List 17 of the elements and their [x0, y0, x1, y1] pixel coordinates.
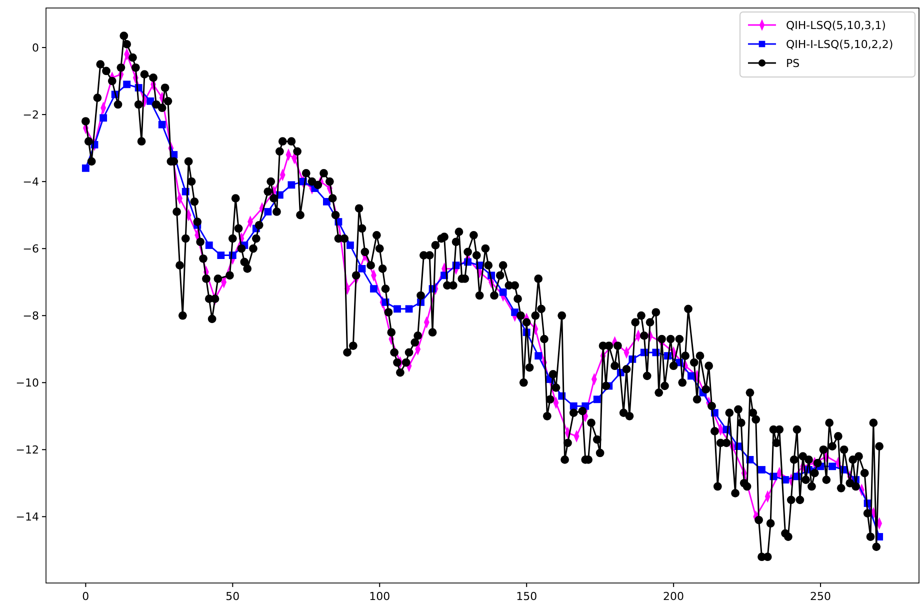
legend-label: QIH-LSQ(5,10,3,1) — [786, 19, 886, 32]
y-tick-label: −10 — [16, 376, 39, 390]
y-tick-label: −4 — [22, 176, 39, 189]
x-tick-label: 200 — [663, 590, 684, 603]
y-tick-label: −8 — [22, 310, 39, 323]
x-tick-label: 100 — [369, 590, 390, 603]
x-tick-label: 0 — [82, 590, 90, 603]
y-tick-label: −6 — [22, 242, 39, 256]
y-tick-label: −2 — [22, 108, 39, 122]
x-tick-label: 250 — [810, 590, 832, 603]
legend-label: QIH-I-LSQ(5,10,2,2) — [786, 38, 894, 51]
x-tick-label: 50 — [226, 590, 240, 603]
y-tick-label: −12 — [16, 444, 39, 457]
x-tick-label: 150 — [516, 590, 538, 603]
legend-label: PS — [786, 57, 800, 70]
y-tick-label: −14 — [16, 510, 39, 524]
y-tick-label: 0 — [32, 42, 39, 55]
